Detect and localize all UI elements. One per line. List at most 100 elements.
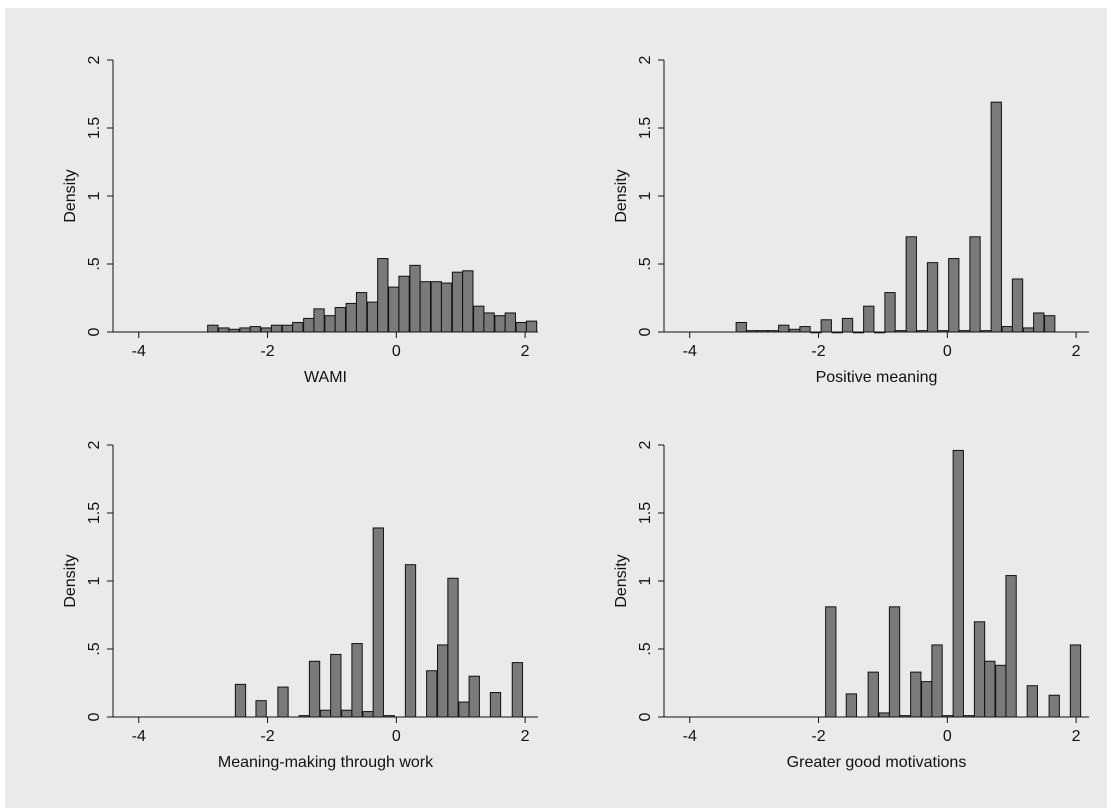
histogram-bar [504, 312, 516, 333]
y-tick-label: 1 [637, 191, 654, 200]
histogram-bar [345, 302, 357, 333]
y-tick-label: .5 [637, 257, 654, 270]
histogram-bar [888, 606, 901, 718]
histogram-bar [910, 671, 922, 718]
histogram-bar [969, 236, 981, 333]
histogram-bar [863, 305, 875, 333]
histogram-bar [1033, 312, 1045, 333]
histogram-bar [867, 671, 879, 718]
histogram-bar [799, 326, 811, 333]
histogram-bar [440, 282, 453, 333]
histogram-bar [398, 275, 410, 333]
histogram-bar [330, 653, 342, 718]
x-axis-title: Positive meaning [816, 369, 938, 386]
histogram-bar [270, 324, 283, 333]
histogram-bar [878, 712, 890, 718]
y-axis-title: Density [62, 169, 79, 222]
histogram-bar [362, 711, 374, 718]
histogram-bar [884, 292, 896, 333]
x-tick-label: 0 [392, 728, 401, 745]
histogram-bar [525, 320, 538, 333]
y-tick-label: 2 [86, 55, 103, 64]
x-tick-label: 2 [1072, 343, 1081, 360]
histogram-bar [419, 281, 431, 333]
histogram-bar [926, 262, 939, 333]
histogram-bar [409, 264, 421, 333]
histogram-bar [404, 564, 417, 718]
histogram-bar [218, 327, 230, 333]
histogram-bar [841, 317, 854, 333]
y-tick-label: 0 [86, 327, 103, 336]
histogram-bar [277, 686, 289, 718]
histogram-bar [313, 308, 325, 333]
histogram-bar [1026, 685, 1038, 718]
y-tick-label: 1 [86, 191, 103, 200]
histogram-bar [324, 315, 336, 333]
y-axis-title: Density [62, 554, 79, 607]
histogram-bar [426, 670, 438, 718]
histogram-bar [515, 321, 527, 333]
histogram-panel-greater-good: 0 .5 1 1.5 2 -4 -2 0 2 Greater good motivations… [556, 393, 1107, 777]
histogram-bar [1005, 575, 1017, 718]
histogram-bar [372, 527, 384, 718]
histogram-bar [1044, 315, 1056, 333]
y-tick-label: 2 [637, 440, 654, 449]
x-tick-label: 0 [392, 343, 401, 360]
x-tick-label: -4 [683, 343, 697, 360]
histogram-bar [341, 709, 353, 718]
y-tick-label: 1.5 [637, 117, 654, 139]
histogram-bar [234, 683, 247, 718]
histogram-bar [255, 700, 267, 718]
y-tick-label: 1.5 [86, 117, 103, 139]
histogram-bar [308, 660, 321, 718]
histogram-bar [303, 317, 315, 333]
y-ticks-group: 0 .5 1 1.5 2 [86, 55, 113, 336]
histogram-bar [483, 312, 495, 333]
histogram-bar [735, 321, 747, 333]
histogram-bar [351, 643, 363, 718]
histogram-bar [355, 292, 368, 333]
figure: 0 .5 1 1.5 2 -4 -2 0 2 WAMI Density 0 .5 1 1.5 2 -4… [5, 8, 1107, 808]
y-tick-label: 1 [86, 576, 103, 585]
histogram-bar [905, 236, 917, 333]
histogram-bar [511, 662, 524, 718]
histogram-bar [931, 644, 943, 718]
x-ticks-group: -4 -2 0 2 [132, 717, 530, 745]
x-tick-label: -4 [132, 343, 146, 360]
histogram-bar [990, 101, 1002, 333]
x-tick-label: 2 [521, 343, 530, 360]
x-ticks-group: -4 -2 0 2 [683, 332, 1081, 360]
histogram-bar [921, 681, 933, 718]
histogram-bar [458, 701, 470, 718]
histogram-bar [281, 324, 294, 333]
y-tick-label: 1.5 [86, 502, 103, 524]
histogram-bar [468, 675, 480, 718]
histogram-bar [388, 286, 400, 333]
bars-group [207, 258, 538, 333]
y-ticks-group: 0 .5 1 1.5 2 [86, 440, 113, 721]
histogram-bar [430, 281, 442, 333]
y-tick-label: 2 [86, 440, 103, 449]
histogram-bar [473, 305, 485, 333]
histogram-meaning-making: 0 .5 1 1.5 2 -4 -2 0 2 Meaning-making through w… [62, 440, 538, 771]
x-tick-label: 2 [1072, 728, 1081, 745]
histogram-bar [995, 664, 1007, 718]
y-axis-title: Density [613, 169, 630, 222]
y-tick-label: 0 [637, 327, 654, 336]
histogram-bar [451, 271, 464, 333]
bars-group [825, 449, 1082, 718]
histogram-panel-wami: 0 .5 1 1.5 2 -4 -2 0 2 WAMI Density [5, 8, 556, 392]
histogram-bar [820, 319, 832, 333]
histogram-bar [249, 326, 261, 333]
x-ticks-group: -4 -2 0 2 [132, 332, 530, 360]
histogram-bar [489, 692, 502, 718]
x-ticks-group: -4 -2 0 2 [683, 717, 1081, 745]
x-axis-title: WAMI [304, 369, 347, 386]
x-tick-label: -4 [132, 728, 146, 745]
y-ticks-group: 0 .5 1 1.5 2 [637, 440, 664, 721]
histogram-bar [825, 606, 837, 718]
y-tick-label: .5 [637, 642, 654, 655]
y-tick-label: 1 [637, 576, 654, 585]
histogram-bar [778, 324, 790, 333]
histogram-bar [1069, 644, 1082, 718]
